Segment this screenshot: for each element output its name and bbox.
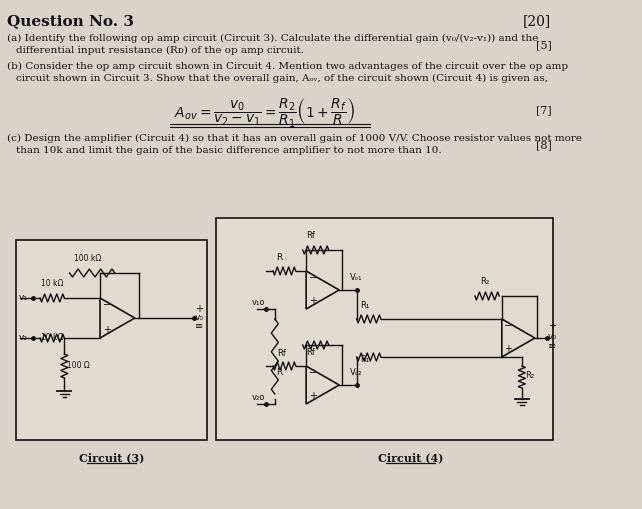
Text: [20]: [20] <box>523 14 551 28</box>
Text: 10 kΩ: 10 kΩ <box>41 333 64 342</box>
Text: +: + <box>548 321 556 331</box>
Text: Rf: Rf <box>306 231 315 240</box>
Text: v₂: v₂ <box>18 333 27 342</box>
Text: v₁o: v₁o <box>252 298 266 307</box>
Text: ≡: ≡ <box>548 341 556 351</box>
Text: −: − <box>309 368 317 378</box>
Text: Rf: Rf <box>306 348 315 357</box>
Text: +: + <box>309 296 317 306</box>
Text: 10 kΩ: 10 kΩ <box>41 279 64 288</box>
Text: [5]: [5] <box>535 40 551 50</box>
Text: R: R <box>277 368 283 377</box>
Text: +: + <box>309 391 317 401</box>
Text: +: + <box>505 344 512 354</box>
Text: v₂o: v₂o <box>252 393 266 402</box>
Text: v₀: v₀ <box>548 332 557 341</box>
Text: −: − <box>309 273 317 283</box>
Text: v₀: v₀ <box>195 313 204 322</box>
Text: (c) Design the amplifier (Circuit 4) so that it has an overall gain of 1000 V/V.: (c) Design the amplifier (Circuit 4) so … <box>7 134 582 143</box>
Text: R₁: R₁ <box>360 355 369 364</box>
Text: −: − <box>505 321 512 331</box>
Text: v₁: v₁ <box>18 293 27 302</box>
Text: +: + <box>103 325 110 335</box>
Text: 100 kΩ: 100 kΩ <box>74 254 101 263</box>
Text: (b) Consider the op amp circuit shown in Circuit 4. Mention two advantages of th: (b) Consider the op amp circuit shown in… <box>7 62 568 71</box>
Text: (a) Identify the following op amp circuit (Circuit 3). Calculate the differentia: (a) Identify the following op amp circui… <box>7 34 539 43</box>
Text: Question No. 3: Question No. 3 <box>7 14 134 28</box>
Text: ≡: ≡ <box>195 321 203 331</box>
Text: 100 Ω: 100 Ω <box>67 361 90 370</box>
Text: −: − <box>103 300 111 310</box>
Text: +: + <box>195 304 203 314</box>
Text: R₁: R₁ <box>360 301 369 310</box>
Bar <box>15 240 207 440</box>
Text: Circuit (3): Circuit (3) <box>78 452 144 463</box>
Text: $A_{ov} = \dfrac{v_0}{v_2 - v_1} = \dfrac{R_2}{R_1}\left(1+\dfrac{R_f}{R}\right): $A_{ov} = \dfrac{v_0}{v_2 - v_1} = \dfra… <box>174 97 355 130</box>
Text: Rf: Rf <box>277 350 286 358</box>
Text: differential input resistance (Rᴅ) of the op amp circuit.: differential input resistance (Rᴅ) of th… <box>15 46 304 55</box>
Text: [7]: [7] <box>535 105 551 115</box>
Text: Vₒ₁: Vₒ₁ <box>350 273 362 282</box>
Text: [8]: [8] <box>535 140 551 150</box>
Text: R₂: R₂ <box>480 277 489 286</box>
Text: than 10k and limit the gain of the basic difference amplifier to not more than 1: than 10k and limit the gain of the basic… <box>15 146 441 155</box>
Text: Circuit (4): Circuit (4) <box>377 452 443 463</box>
Text: R₂: R₂ <box>525 371 534 380</box>
Text: R: R <box>277 253 283 262</box>
Bar <box>216 218 553 440</box>
Text: Vₒ₂: Vₒ₂ <box>350 368 362 377</box>
Text: circuit shown in Circuit 3. Show that the overall gain, Aₒᵥ, of the circuit show: circuit shown in Circuit 3. Show that th… <box>15 74 548 83</box>
